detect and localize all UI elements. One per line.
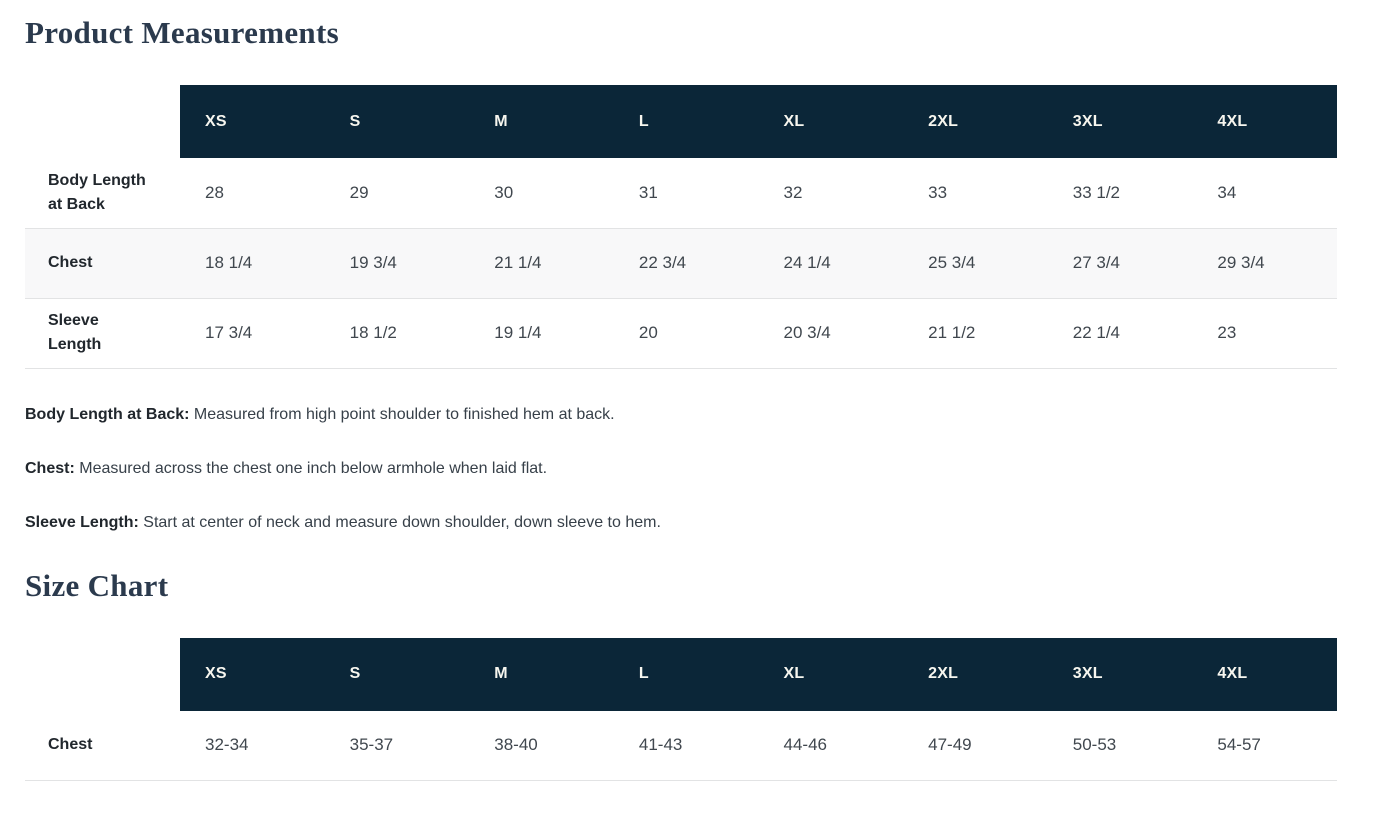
measurement-value: 29 3/4	[1192, 228, 1337, 299]
size-column-header-l: L	[613, 637, 759, 711]
measurement-row-label: Sleeve Length	[25, 298, 180, 369]
measurement-value: 21 1/2	[903, 298, 1048, 369]
size-column-header-s: S	[324, 85, 470, 158]
measurement-value: 35-37	[324, 710, 470, 781]
table-row: Body Length at Back 28 29 30 31 32 33 33 1/2 34	[25, 158, 1337, 229]
table-corner-cell	[25, 85, 180, 158]
measurement-value: 22 3/4	[613, 228, 759, 299]
size-column-header-xl: XL	[758, 85, 904, 158]
measurement-value: 54-57	[1192, 710, 1337, 781]
measurement-row-label: Body Length at Back	[25, 158, 180, 229]
size-column-header-m: M	[469, 637, 614, 711]
table-row: Sleeve Length 17 3/4 18 1/2 19 1/4 20 20 3/4 2…	[25, 298, 1337, 369]
measurement-value: 32-34	[180, 710, 325, 781]
measurement-value: 18 1/2	[324, 298, 470, 369]
table-body: Body Length at Back 28 29 30 31 32 33 33 1/2 34 C…	[25, 158, 1337, 369]
measurement-value: 33	[903, 158, 1048, 229]
measurement-value: 23	[1192, 298, 1337, 369]
measurement-value: 30	[469, 158, 614, 229]
size-column-header-4xl: 4XL	[1192, 85, 1337, 158]
measurement-value: 28	[180, 158, 325, 229]
size-column-header-xs: XS	[180, 85, 325, 158]
measurement-value: 27 3/4	[1047, 228, 1193, 299]
size-column-header-s: S	[324, 637, 470, 711]
table-row: Chest 18 1/4 19 3/4 21 1/4 22 3/4 24 1/4 25 3/…	[25, 228, 1337, 299]
header-row: XS S M L XL 2XL 3XL 4XL	[25, 637, 1337, 711]
product-measurements-section: Product Measurements XS S M L XL 2XL 3XL 4XL Bo…	[25, 14, 1337, 533]
measurement-value: 29	[324, 158, 470, 229]
size-column-header-m: M	[469, 85, 614, 158]
definition-text: Measured across the chest one inch below…	[79, 459, 548, 477]
measurement-value: 32	[758, 158, 904, 229]
measurement-value: 25 3/4	[903, 228, 1048, 299]
measurement-value: 34	[1192, 158, 1337, 229]
product-measurements-title: Product Measurements	[25, 15, 339, 50]
measurement-value: 20	[613, 298, 759, 369]
size-column-header-xl: XL	[758, 637, 904, 711]
size-column-header-4xl: 4XL	[1192, 637, 1337, 711]
measurement-row-label: Chest	[25, 710, 180, 781]
measurement-value: 44-46	[758, 710, 904, 781]
size-column-header-3xl: 3XL	[1047, 85, 1193, 158]
measurement-value: 18 1/4	[180, 228, 325, 299]
measurement-value: 38-40	[469, 710, 614, 781]
measurement-row-label: Chest	[25, 228, 180, 299]
size-chart-title: Size Chart	[25, 567, 169, 603]
definition-body-length: Body Length at Back: Measured from high …	[25, 405, 1337, 425]
size-column-header-l: L	[613, 85, 759, 158]
size-column-header-2xl: 2XL	[903, 637, 1048, 711]
size-column-header-xs: XS	[180, 637, 325, 711]
measurement-value: 20 3/4	[758, 298, 904, 369]
measurement-value: 19 3/4	[324, 228, 470, 299]
table-corner-cell	[25, 638, 180, 711]
size-column-header-2xl: 2XL	[903, 85, 1048, 158]
measurement-value: 47-49	[903, 710, 1048, 781]
measurement-value: 33 1/2	[1047, 158, 1193, 229]
measurement-value: 21 1/4	[469, 228, 614, 299]
table-header: XS S M L XL 2XL 3XL 4XL	[25, 637, 1337, 711]
definition-chest: Chest: Measured across the chest one inc…	[25, 459, 1337, 479]
table-row: Chest 32-34 35-37 38-40 41-43 44-46 47-49 50-53…	[25, 710, 1337, 781]
measurement-value: 17 3/4	[180, 298, 325, 369]
table-body: Chest 32-34 35-37 38-40 41-43 44-46 47-49 50-53…	[25, 710, 1337, 781]
measurement-value: 19 1/4	[469, 298, 614, 369]
definition-term: Chest:	[25, 459, 75, 477]
definition-text: Measured from high point shoulder to fin…	[193, 405, 615, 423]
table-header: XS S M L XL 2XL 3XL 4XL	[25, 85, 1337, 158]
definition-term: Body Length at Back:	[25, 405, 190, 423]
definition-text: Start at center of neck and measure down…	[143, 513, 661, 531]
measurement-value: 31	[613, 158, 759, 229]
size-column-header-3xl: 3XL	[1047, 637, 1193, 711]
header-row: XS S M L XL 2XL 3XL 4XL	[25, 85, 1337, 158]
product-measurements-table: XS S M L XL 2XL 3XL 4XL Body Length at Back 28 29…	[25, 85, 1337, 369]
measurement-value: 22 1/4	[1047, 298, 1193, 369]
definition-sleeve-length: Sleeve Length: Start at center of neck a…	[25, 513, 1337, 533]
size-chart-section: Size Chart XS S M L XL 2XL 3XL 4XL Chest 32-34 35…	[25, 567, 1337, 781]
measurement-value: 50-53	[1047, 710, 1193, 781]
measurement-value: 41-43	[613, 710, 759, 781]
definition-term: Sleeve Length:	[25, 513, 139, 531]
measurement-definitions: Body Length at Back: Measured from high …	[25, 405, 1337, 533]
measurement-value: 24 1/4	[758, 228, 904, 299]
size-chart-table: XS S M L XL 2XL 3XL 4XL Chest 32-34 35-37 38-40 41-…	[25, 637, 1337, 781]
